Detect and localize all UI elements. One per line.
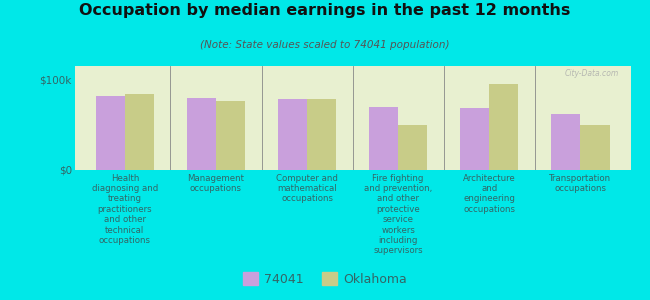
Bar xyxy=(460,108,489,170)
Bar xyxy=(580,124,610,170)
Text: City-Data.com: City-Data.com xyxy=(565,69,619,78)
Bar xyxy=(551,114,580,170)
Legend: 74041, Oklahoma: 74041, Oklahoma xyxy=(238,267,412,291)
Bar xyxy=(125,94,154,170)
Bar xyxy=(278,99,307,170)
Bar xyxy=(307,99,336,170)
Text: Occupation by median earnings in the past 12 months: Occupation by median earnings in the pas… xyxy=(79,3,571,18)
Bar xyxy=(96,96,125,170)
Bar xyxy=(489,84,519,170)
Bar xyxy=(398,124,427,170)
Bar xyxy=(216,101,245,170)
Text: (Note: State values scaled to 74041 population): (Note: State values scaled to 74041 popu… xyxy=(200,40,450,50)
Bar xyxy=(369,106,398,170)
Bar xyxy=(187,98,216,170)
